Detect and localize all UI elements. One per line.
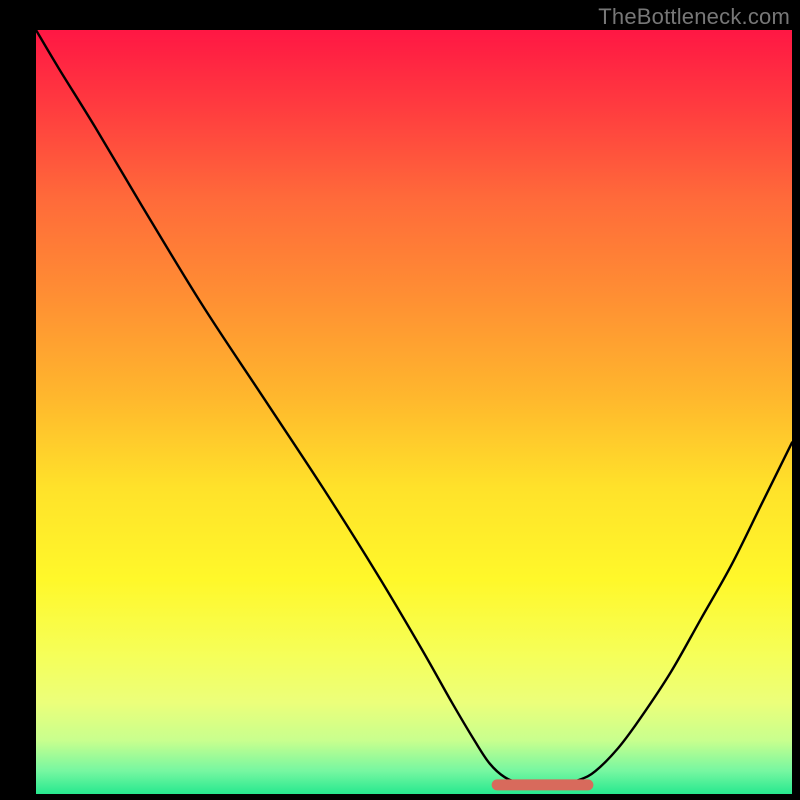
watermark-text: TheBottleneck.com (598, 4, 790, 30)
chart-container: TheBottleneck.com (0, 0, 800, 800)
plot-svg (36, 30, 792, 794)
gradient-background (36, 30, 792, 794)
plot-area (36, 30, 792, 794)
